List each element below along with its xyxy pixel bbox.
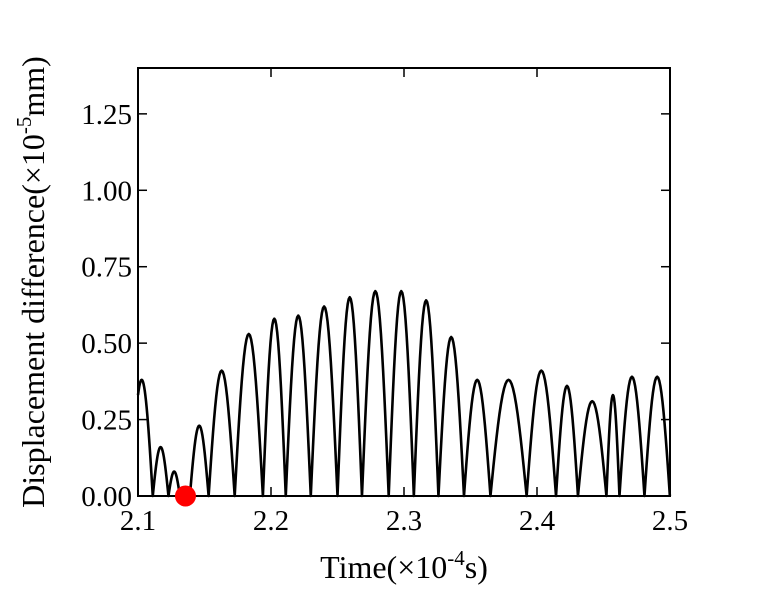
marker-layer — [174, 485, 196, 507]
y-tick-label: 0.00 — [81, 481, 132, 513]
x-tick-label: 2.2 — [253, 505, 289, 537]
x-axis-ticks: 2.1 2.2 2.3 2.4 2.5 — [120, 68, 688, 537]
y-tick-label: 0.25 — [81, 405, 132, 437]
x-tick-label: 2.5 — [652, 505, 688, 537]
x-tick-label: 2.1 — [120, 505, 156, 537]
x-axis-title: Time(×10-4s) — [320, 546, 488, 585]
plot-frame — [137, 67, 671, 497]
y-tick-label: 0.75 — [81, 252, 132, 284]
x-tick-label: 2.4 — [519, 505, 556, 537]
y-axis-title: Displacement difference(×10-5mm) — [12, 56, 51, 508]
series-line — [136, 289, 672, 498]
highlight-point — [174, 485, 196, 507]
x-tick-label: 2.3 — [386, 505, 422, 537]
y-tick-label: 0.50 — [81, 328, 132, 360]
y-tick-label: 1.00 — [81, 175, 132, 207]
y-tick-label: 1.25 — [81, 99, 132, 131]
series-layer — [136, 289, 672, 498]
y-axis-ticks: 0.00 0.25 0.50 0.75 1.00 1.25 — [81, 99, 670, 513]
